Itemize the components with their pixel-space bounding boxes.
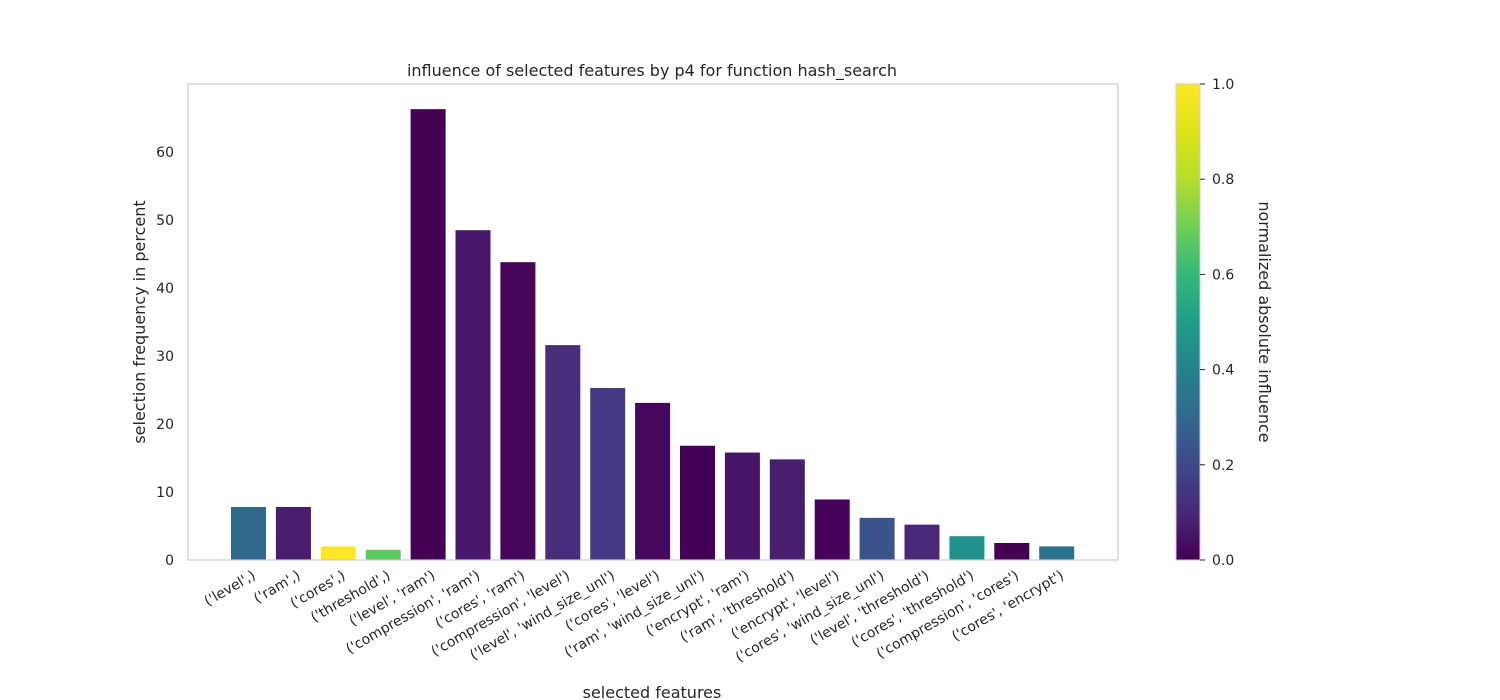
bar: [231, 506, 266, 560]
bar: [635, 402, 671, 560]
bar: [320, 546, 356, 560]
x-axis-ticks: ('level',)('ram',)('cores',)('threshold'…: [202, 568, 1067, 666]
y-tick-label: 60: [156, 145, 174, 161]
y-tick-label: 10: [156, 485, 174, 501]
bar: [1039, 546, 1075, 560]
bar: [410, 109, 446, 560]
bar: [859, 517, 895, 560]
chart-title: influence of selected features by p4 for…: [407, 61, 897, 81]
colorbar-tick-label: 0.4: [1212, 363, 1234, 379]
bar: [949, 536, 985, 560]
y-tick-label: 40: [156, 281, 174, 297]
colorbar-tick-label: 0.8: [1212, 172, 1234, 188]
bar: [904, 524, 940, 560]
bar: [455, 230, 491, 560]
plot-frame: [187, 83, 1119, 561]
colorbar-tick-label: 1.0: [1212, 77, 1234, 93]
y-axis-label: selection frequency in percent: [130, 200, 149, 443]
colorbar-tick-label: 0.2: [1212, 458, 1234, 474]
y-tick-label: 0: [165, 553, 174, 569]
bar: [590, 387, 626, 560]
bars-group: [231, 109, 1075, 560]
colorbar-ticks: 0.0 0.2 0.4 0.6 0.8 1.0: [1200, 77, 1234, 569]
x-axis-label: selected features: [583, 683, 722, 700]
bar: [994, 543, 1030, 560]
colorbar-tick-label: 0.6: [1212, 267, 1234, 283]
colorbar-label: normalized absolute influence: [1255, 201, 1274, 442]
y-tick-label: 30: [156, 349, 174, 365]
bar: [275, 506, 311, 560]
bar: [365, 549, 401, 560]
colorbar: [1175, 83, 1201, 561]
bar: [545, 345, 581, 560]
colorbar-tick-label: 0.0: [1212, 553, 1234, 569]
y-tick-label: 50: [156, 213, 174, 229]
bar: [500, 262, 536, 560]
y-axis-ticks: 0 10 20 30 40 50 60: [156, 145, 174, 569]
bar: [680, 445, 715, 560]
y-tick-label: 20: [156, 417, 174, 433]
bar: [724, 452, 760, 560]
bar: [769, 459, 805, 560]
bar: [814, 499, 850, 560]
x-tick-label: ('level',): [202, 568, 259, 610]
